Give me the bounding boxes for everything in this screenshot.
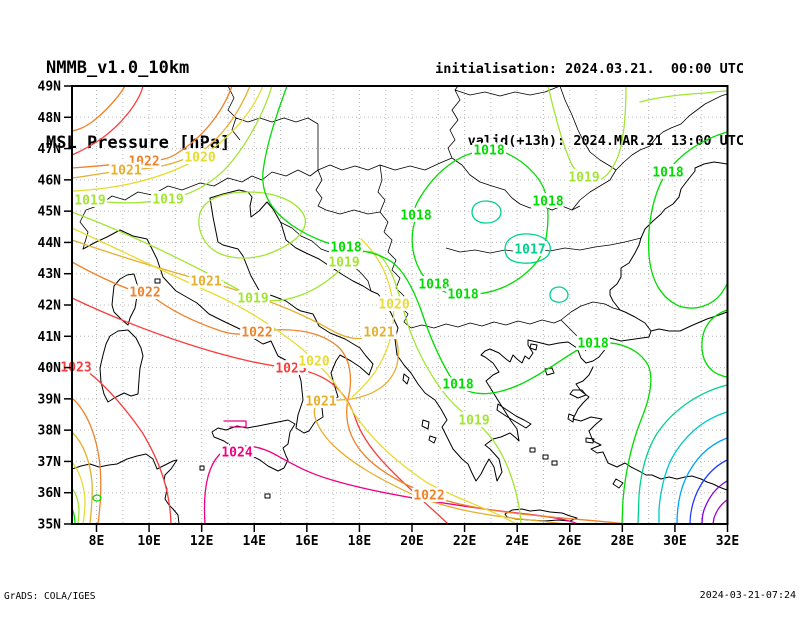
isobar-value-label: 1018	[577, 337, 608, 352]
lat-label: 35N	[38, 517, 62, 532]
lat-label: 39N	[38, 392, 62, 407]
isobar-value-label: 1023	[60, 361, 91, 376]
isobar-value-label: 1022	[241, 326, 272, 341]
lon-label: 32E	[716, 534, 739, 549]
isobar-value-label: 1022	[129, 286, 160, 301]
lon-label: 24E	[505, 534, 528, 549]
isobar-value-label: 1018	[652, 166, 683, 181]
isobar-1017-lines	[471, 200, 728, 525]
country-borders	[79, 85, 728, 352]
isobar-value-label: 1020	[378, 298, 409, 313]
isobar-value-label: 1019	[568, 171, 599, 186]
isobar-1023-lines	[71, 85, 449, 525]
valid-time-label: valid(+13h): 2024.MAR.21 13:00 UTC	[467, 133, 744, 149]
isobar-value-label: 1018	[442, 378, 473, 393]
isobar-1021-lines	[71, 85, 567, 525]
coastlines	[71, 85, 728, 525]
lat-label: 41N	[38, 330, 62, 345]
isobar-value-label: 1019	[237, 292, 268, 307]
isobar-value-label: 1021	[190, 275, 221, 290]
isobar-value-label: 1021	[305, 395, 336, 410]
lat-label: 37N	[38, 455, 62, 470]
grads-credit: GrADS: COLA/IGES	[4, 591, 96, 602]
lat-label: 38N	[38, 424, 62, 439]
coast-black-sea	[609, 161, 728, 332]
isobar-1020-lines	[71, 85, 517, 525]
lon-label: 26E	[558, 534, 581, 549]
isobar-value-label: 1024	[221, 446, 252, 461]
isobar-value-label: 1018	[473, 144, 504, 159]
lat-label: 47N	[38, 142, 62, 157]
render-timestamp: 2024-03-21-07:24	[699, 590, 796, 601]
isobar-1013-lines	[701, 480, 728, 525]
lon-label: 14E	[243, 534, 266, 549]
isobar-value-label: 1018	[418, 278, 449, 293]
isobar-value-label: 1017	[514, 243, 545, 258]
lon-label: 8E	[89, 534, 105, 549]
init-time-label: initialisation: 2024.03.21. 00:00 UTC	[435, 61, 744, 77]
coast-italy	[82, 189, 374, 434]
isobar-value-label: 1019	[328, 256, 359, 271]
isobar-1012-lines	[712, 499, 728, 525]
lon-label: 12E	[190, 534, 213, 549]
axes: 49N 48N 47N 46N 45N 44N 43N 42N 41N 40N 39N 38N 37N 3…	[38, 80, 740, 550]
isobar-value-label: 1018	[400, 209, 431, 224]
lon-label: 16E	[295, 534, 318, 549]
isobar-value-label: 1019	[152, 193, 183, 208]
lon-label: 30E	[663, 534, 686, 549]
lat-label: 40N	[38, 361, 62, 376]
isobar-value-label: 1020	[298, 355, 329, 370]
isobar-1015-lines	[676, 437, 728, 525]
lat-label: 44N	[38, 236, 62, 251]
isobar-value-label: 1021	[110, 164, 141, 179]
isobar-value-label: 1018	[447, 288, 478, 303]
isobar-value-label: 1023	[275, 362, 306, 377]
isobar-value-label: 1020	[184, 151, 215, 166]
lon-label: 22E	[453, 534, 476, 549]
lat-label: 46N	[38, 173, 62, 188]
isobars	[71, 85, 728, 525]
coast-islands	[99, 273, 624, 522]
isobar-1014-lines	[689, 459, 728, 525]
lat-label: 45N	[38, 205, 62, 220]
model-title: NMMB_v1.0_10km	[46, 58, 190, 78]
coast-tunisia	[71, 453, 180, 525]
isobar-value-label: 1022	[128, 155, 159, 170]
isobar-value-label: 1019	[458, 414, 489, 429]
lat-label: 43N	[38, 267, 62, 282]
lat-label: 48N	[38, 111, 62, 126]
isobar-value-label: 1019	[74, 194, 105, 209]
isobar-1022-lines	[71, 85, 627, 525]
isobar-value-label: 1022	[413, 489, 444, 504]
lat-label: 49N	[38, 80, 62, 95]
isobar-value-label: 1018	[532, 195, 563, 210]
lon-label: 18E	[348, 534, 371, 549]
lat-label: 42N	[38, 298, 62, 313]
coast-balkans-greece	[247, 191, 728, 482]
lon-label: 10E	[137, 534, 160, 549]
isobar-value-label: 1018	[330, 241, 361, 256]
lon-label: 20E	[400, 534, 423, 549]
lon-label: 28E	[611, 534, 634, 549]
isobar-value-label: 1021	[363, 326, 394, 341]
isobar-1018-lines	[71, 85, 728, 525]
lat-label: 36N	[38, 486, 62, 501]
isobar-1016-lines	[658, 411, 728, 525]
